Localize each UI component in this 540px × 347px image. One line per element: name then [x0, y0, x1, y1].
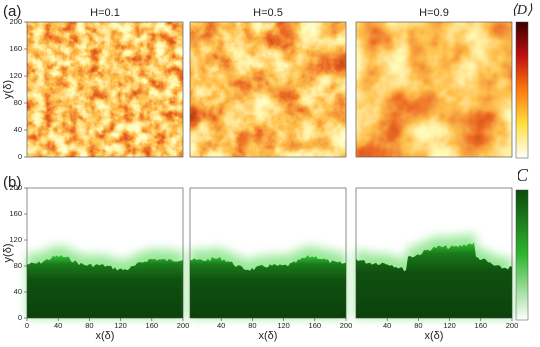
axes-frame [189, 21, 347, 158]
clip-frame [21, 168, 189, 188]
x-tick-label: 80 [414, 321, 422, 330]
clip-frame [184, 168, 352, 188]
y-tick-label: 80 [14, 261, 22, 270]
panel-label: (a) [3, 3, 21, 20]
x-tick-label: 40 [217, 321, 225, 330]
y-tick-label: 40 [14, 287, 22, 296]
y-tick-label: 200 [9, 183, 22, 192]
y-tick-label: 120 [9, 235, 22, 244]
x-tick-label: 80 [248, 321, 256, 330]
x-tick-label: 0 [25, 321, 29, 330]
axes-frame [355, 187, 513, 319]
axes-frame [26, 21, 184, 158]
y-tick-label: 120 [9, 71, 22, 80]
y-tick-label: 0 [18, 152, 22, 161]
x-tick-label: 120 [114, 321, 127, 330]
y-tick-label: 40 [14, 125, 22, 134]
front [356, 242, 512, 318]
x-tick-label: 120 [443, 321, 456, 330]
colorbar-label: ⟨D⟩ [511, 3, 533, 18]
y-tick-label: 160 [9, 209, 22, 218]
y-axis-label: y(δ) [2, 80, 14, 99]
x-tick-label: 80 [85, 321, 93, 330]
heatmap-image [27, 22, 183, 157]
panel-title: H=0.5 [253, 7, 283, 19]
y-tick-label: 80 [14, 98, 22, 107]
x-axis-label: x(δ) [96, 330, 115, 342]
colorbar [515, 21, 529, 159]
clip-frame [350, 168, 518, 188]
x-tick-label: 160 [146, 321, 159, 330]
axes-frame [26, 187, 184, 319]
front [27, 255, 183, 318]
x-tick-label: 120 [277, 321, 290, 330]
axes-frame [189, 187, 347, 319]
x-tick-label: 40 [54, 321, 62, 330]
x-tick-label: 160 [309, 321, 322, 330]
panel-title: H=0.9 [419, 7, 449, 19]
heatmap-image [190, 22, 346, 157]
x-tick-label: 200 [506, 321, 519, 330]
x-tick-label: 200 [177, 321, 190, 330]
y-tick-label: 0 [18, 313, 22, 322]
front [190, 255, 346, 318]
colorbar-label: C [516, 165, 529, 185]
y-tick-label: 200 [9, 17, 22, 26]
panel-label: (b) [3, 174, 21, 191]
x-tick-label: 160 [475, 321, 488, 330]
heatmap-image [356, 22, 512, 157]
x-axis-label: x(δ) [425, 330, 444, 342]
x-tick-label: 200 [340, 321, 353, 330]
x-tick-label: 40 [383, 321, 391, 330]
colorbar [515, 189, 529, 321]
y-axis-label: y(δ) [2, 244, 14, 263]
y-tick-label: 160 [9, 44, 22, 53]
x-axis-label: x(δ) [259, 330, 278, 342]
panel-title: H=0.1 [90, 7, 120, 19]
axes-frame [355, 21, 513, 158]
